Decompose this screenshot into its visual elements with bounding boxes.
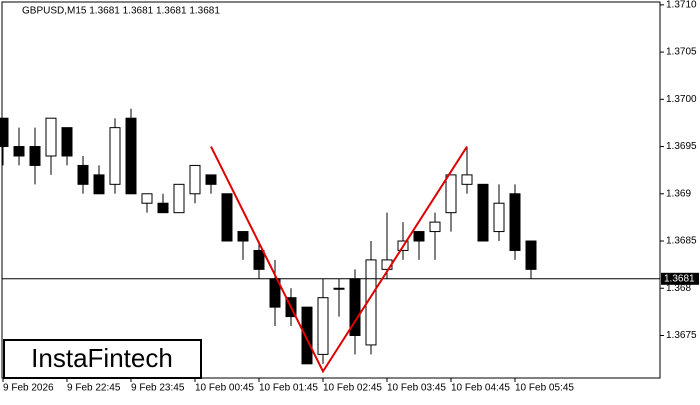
candle-body <box>157 202 169 214</box>
watermark-box <box>3 339 202 379</box>
y-tick-label: 1.3700 <box>666 94 697 105</box>
y-tick-label: 1.3710 <box>666 0 697 10</box>
x-tick-label: 9 Feb 22:45 <box>67 383 121 394</box>
y-tick-label: 1.369 <box>666 188 691 199</box>
y-tick-label: 1.368 <box>666 283 691 294</box>
candle-body <box>125 117 137 195</box>
plot-frame <box>1 1 661 379</box>
candle-body <box>461 174 473 185</box>
candle-body <box>413 231 425 242</box>
candle-body <box>189 164 201 195</box>
candle-body <box>429 221 441 233</box>
last-price-box <box>661 272 699 285</box>
candle-body <box>493 202 505 233</box>
candle-body <box>301 306 313 365</box>
candle-body <box>45 117 57 157</box>
candle-body <box>253 249 265 270</box>
candle-body <box>509 193 521 251</box>
candle-body <box>29 146 41 166</box>
candle-body <box>477 183 489 242</box>
candle-body <box>525 240 537 270</box>
y-tick-label: 1.3695 <box>666 141 697 152</box>
candle-body <box>61 127 73 157</box>
pattern-line <box>210 146 468 374</box>
x-tick-label: 10 Feb 04:45 <box>451 383 510 394</box>
candle-body <box>221 193 233 242</box>
watermark: InstaFintech <box>31 343 173 373</box>
x-tick-label: 9 Feb 2026 <box>3 383 54 394</box>
candle-body <box>13 146 25 157</box>
candle-body <box>173 183 185 214</box>
candle-body <box>109 127 121 185</box>
candle-body <box>77 164 89 185</box>
candle-body <box>317 297 329 355</box>
y-tick-label: 1.3685 <box>666 236 697 247</box>
chart-title: GBPUSD,M15 1.3681 1.3681 1.3681 1.3681 <box>22 6 220 17</box>
candle-body <box>445 174 457 214</box>
candle-body <box>237 231 249 242</box>
candle-body <box>0 117 9 148</box>
candle-body <box>205 174 217 185</box>
x-tick-label: 10 Feb 05:45 <box>515 383 574 394</box>
x-tick-label: 10 Feb 02:45 <box>323 383 382 394</box>
x-tick-label: 10 Feb 03:45 <box>387 383 446 394</box>
candle-body <box>141 193 153 204</box>
last-price-label: 1.3681 <box>664 273 695 284</box>
x-tick-label: 10 Feb 01:45 <box>259 383 318 394</box>
candle-body <box>93 174 105 195</box>
y-tick-label: 1.3705 <box>666 47 697 58</box>
x-tick-label: 9 Feb 23:45 <box>131 383 185 394</box>
x-tick-label: 10 Feb 00:45 <box>195 383 254 394</box>
candle-body <box>333 287 345 290</box>
y-tick-label: 1.3675 <box>666 330 697 341</box>
